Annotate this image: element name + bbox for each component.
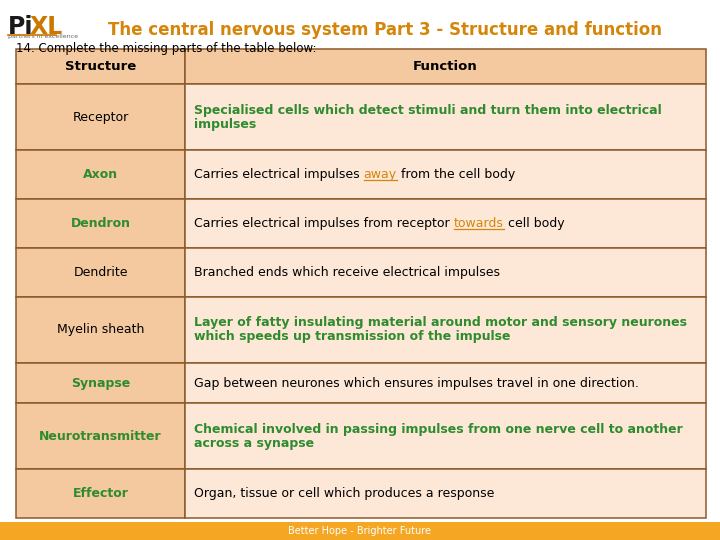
Bar: [185, 84, 706, 150]
Text: partners in excellence: partners in excellence: [8, 34, 78, 39]
Bar: [16, 403, 185, 469]
Bar: [185, 199, 706, 248]
Bar: [185, 362, 706, 403]
Text: Gap between neurones which ensures impulses travel in one direction.: Gap between neurones which ensures impul…: [194, 376, 639, 389]
Text: from the cell body: from the cell body: [397, 168, 515, 181]
Text: Carries electrical impulses from receptor: Carries electrical impulses from recepto…: [194, 217, 454, 230]
Bar: [185, 150, 706, 199]
Text: towards: towards: [454, 217, 503, 230]
Text: away: away: [364, 168, 397, 181]
Text: Organ, tissue or cell which produces a response: Organ, tissue or cell which produces a r…: [194, 487, 495, 500]
Bar: [185, 469, 706, 518]
Text: across a synapse: across a synapse: [194, 437, 314, 450]
Bar: [185, 297, 706, 362]
Text: Branched ends which receive electrical impulses: Branched ends which receive electrical i…: [194, 266, 500, 279]
Text: Dendron: Dendron: [71, 217, 130, 230]
Text: Myelin sheath: Myelin sheath: [57, 323, 144, 336]
Bar: [16, 199, 185, 248]
Text: Neurotransmitter: Neurotransmitter: [39, 430, 162, 443]
Text: which speeds up transmission of the impulse: which speeds up transmission of the impu…: [194, 330, 510, 343]
Text: Axon: Axon: [83, 168, 118, 181]
Bar: [16, 248, 185, 297]
Bar: [16, 297, 185, 362]
Text: Layer of fatty insulating material around motor and sensory neurones: Layer of fatty insulating material aroun…: [194, 316, 687, 329]
Text: impulses: impulses: [194, 118, 256, 131]
Bar: [16, 84, 185, 150]
Text: Dendrite: Dendrite: [73, 266, 127, 279]
Bar: [0, 522, 720, 540]
Bar: [16, 150, 185, 199]
Text: The central nervous system Part 3 - Structure and function: The central nervous system Part 3 - Stru…: [108, 21, 662, 39]
Text: Better Hope - Brighter Future: Better Hope - Brighter Future: [289, 526, 431, 536]
Text: Chemical involved in passing impulses from one nerve cell to another: Chemical involved in passing impulses fr…: [194, 423, 683, 436]
Text: 14. Complete the missing parts of the table below:: 14. Complete the missing parts of the ta…: [16, 42, 317, 55]
Text: Synapse: Synapse: [71, 376, 130, 389]
Text: Structure: Structure: [65, 60, 136, 73]
Text: Effector: Effector: [73, 487, 128, 500]
Bar: [185, 49, 706, 84]
Text: Carries electrical impulses: Carries electrical impulses: [194, 168, 364, 181]
Text: cell body: cell body: [503, 217, 564, 230]
Text: Specialised cells which detect stimuli and turn them into electrical: Specialised cells which detect stimuli a…: [194, 104, 662, 117]
Bar: [185, 248, 706, 297]
Text: Pi: Pi: [8, 15, 34, 39]
Bar: [16, 469, 185, 518]
Bar: [16, 362, 185, 403]
Text: Receptor: Receptor: [73, 111, 129, 124]
Text: Function: Function: [413, 60, 478, 73]
Bar: [16, 49, 185, 84]
Text: XL: XL: [30, 15, 63, 39]
Bar: [185, 403, 706, 469]
